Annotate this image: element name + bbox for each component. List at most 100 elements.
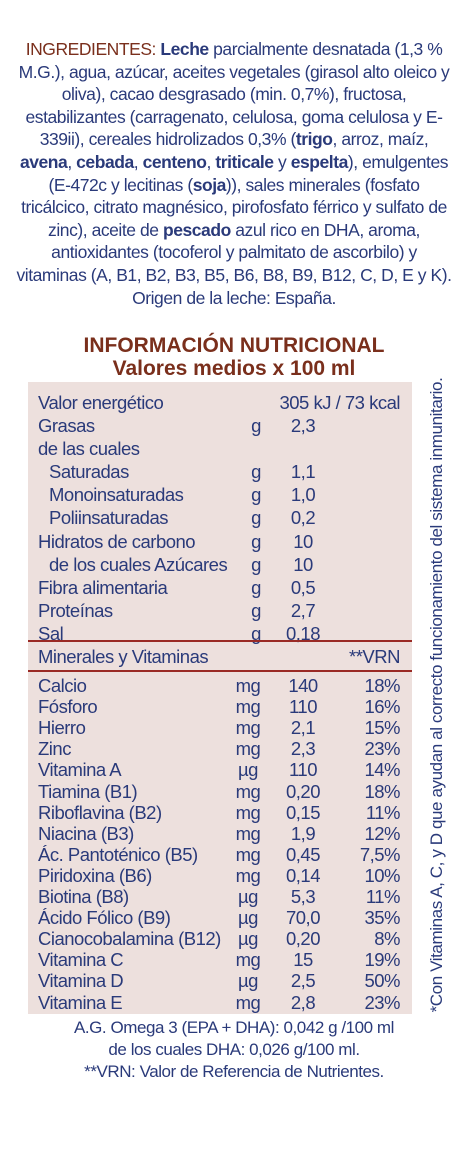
mineral-name: Ácido Fólico (B9): [38, 907, 171, 929]
mineral-vrn: 11%: [365, 801, 401, 823]
nutrient-name: de las cuales: [38, 438, 140, 460]
mineral-vrn: 14%: [364, 759, 400, 781]
mineral-value: 70,0: [285, 907, 321, 929]
mineral-unit: µg: [238, 759, 258, 781]
mineral-unit: mg: [235, 801, 261, 823]
footnotes: A.G. Omega 3 (EPA + DHA): 0,042 g /100 m…: [20, 1017, 448, 1083]
mineral-row: Calcio mg 140 18%: [38, 674, 401, 697]
mineral-row: Niacina (B3) mg 1,9 12%: [38, 822, 401, 845]
minerals-header-row: Minerales y Vitaminas **VRN: [38, 645, 401, 668]
allergen-word: Leche: [160, 39, 209, 59]
nutrient-name: Saturadas: [49, 461, 129, 483]
nutrient-row: Saturadas g 1,1: [38, 460, 400, 483]
mineral-row: Tiamina (B1) mg 0,20 18%: [38, 780, 401, 803]
mineral-vrn: 8%: [374, 928, 400, 950]
mineral-value: 0,20: [285, 928, 321, 950]
ingredients-fragment: ,: [133, 151, 143, 172]
nutrition-title: INFORMACIÓN NUTRICIONAL: [83, 334, 385, 357]
mineral-name: Calcio: [38, 675, 87, 696]
vrn-note: **VRN: Valor de Referencia de Nutrientes…: [84, 1062, 384, 1081]
mineral-vrn: 16%: [364, 696, 400, 718]
separator-line: [28, 640, 412, 642]
mineral-unit: mg: [235, 696, 261, 718]
mineral-value: 2,8: [290, 991, 316, 1013]
ingredients-text: Leche parcialmente desnatada (1,3 % M.G.…: [17, 39, 452, 308]
mineral-name: Biotina (B8): [38, 886, 129, 907]
nutrient-unit: g: [251, 576, 261, 598]
mineral-name: Ác. Pantoténico (B5): [38, 843, 198, 865]
separator-line: [28, 670, 412, 672]
mineral-row: Riboflavina (B2) mg 0,15 11%: [38, 801, 401, 824]
mineral-name: Vitamina D: [38, 970, 124, 992]
nutrient-unit: g: [251, 461, 261, 483]
ingredients-fragment: ,: [206, 151, 216, 172]
nutrient-row: Fibra alimentaria g 0,5: [38, 576, 400, 599]
allergen-word: cebada: [76, 151, 134, 172]
mineral-value: 2,3: [290, 738, 316, 760]
mineral-unit: µg: [238, 886, 258, 907]
mineral-vrn: 10%: [364, 864, 400, 886]
mineral-value: 0,45: [285, 843, 321, 865]
nutrient-value: 2,3: [290, 415, 316, 436]
mineral-unit: µg: [238, 970, 258, 992]
mineral-name: Riboflavina (B2): [38, 801, 162, 823]
nutrient-unit: g: [251, 553, 261, 575]
nutrient-name: Sal: [38, 622, 64, 644]
ingredients-label: INGREDIENTES:: [25, 39, 157, 59]
allergen-word: espelta: [290, 151, 349, 172]
mineral-row: Hierro mg 2,1 15%: [38, 716, 401, 739]
mineral-vrn: 19%: [364, 949, 400, 971]
mineral-unit: µg: [238, 907, 258, 929]
allergen-word: trigo: [295, 129, 333, 150]
mineral-name: Zinc: [38, 738, 71, 760]
mineral-unit: mg: [235, 822, 261, 844]
mineral-value: 15: [293, 949, 313, 971]
energy-label: Valor energético: [38, 392, 164, 413]
mineral-name: Fósforo: [38, 696, 98, 718]
mineral-unit: µg: [238, 928, 258, 950]
mineral-value: 140: [288, 675, 318, 696]
side-note: *Con Vitaminas A, C, y D que ayudan al c…: [425, 370, 449, 1020]
mineral-unit: mg: [235, 675, 261, 696]
nutrient-row: Monoinsaturadas g 1,0: [38, 483, 400, 506]
mineral-vrn: 7,5%: [359, 843, 401, 865]
mineral-row: Vitamina A µg 110 14%: [38, 758, 401, 781]
nutrient-name: Fibra alimentaria: [38, 576, 168, 598]
mineral-vrn: 23%: [364, 738, 400, 760]
mineral-unit: mg: [235, 717, 261, 739]
mineral-vrn: 11%: [365, 886, 401, 907]
nutrient-row: Hidratos de carbono g 10: [38, 530, 400, 553]
mineral-name: Vitamina E: [38, 991, 123, 1013]
ingredients-fragment: parcialmente desnatada (1,3 % M.G.), agu…: [18, 39, 450, 150]
nutrient-value: 0,2: [290, 507, 316, 529]
mineral-name: Cianocobalamina (B12): [38, 928, 221, 950]
mineral-row: Fósforo mg 110 16%: [38, 695, 401, 718]
mineral-vrn: 18%: [364, 675, 400, 696]
ingredients-fragment: azul rico en DHA, aroma, antioxidantes (…: [16, 219, 452, 308]
mineral-name: Niacina (B3): [38, 822, 134, 844]
mineral-unit: mg: [235, 738, 261, 760]
nutrient-unit: g: [251, 622, 261, 644]
mineral-name: Piridoxina (B6): [38, 864, 152, 886]
nutrition-subtitle: Valores medios x 100 ml: [112, 357, 356, 380]
mineral-unit: mg: [235, 991, 261, 1013]
mineral-value: 2,1: [290, 717, 316, 739]
nutrient-name: Grasas: [38, 415, 95, 436]
mineral-row: Vitamina C mg 15 19%: [38, 948, 401, 971]
ingredients-fragment: )), sales minerales (fosfato tricálcico,…: [21, 174, 447, 240]
mineral-value: 110: [289, 759, 318, 781]
omega-note: A.G. Omega 3 (EPA + DHA): 0,042 g /100 m…: [74, 1018, 394, 1037]
allergen-word: pescado: [162, 219, 231, 240]
mineral-row: Ácido Fólico (B9) µg 70,0 35%: [38, 906, 401, 929]
mineral-row: Piridoxina (B6) mg 0,14 10%: [38, 864, 401, 887]
mineral-vrn: 12%: [364, 822, 400, 844]
energy-value: 305 kJ / 73 kcal: [279, 392, 400, 413]
nutrient-row: Sal g 0,18: [38, 622, 400, 645]
nutrient-unit: g: [251, 530, 261, 552]
mineral-value: 0,14: [285, 864, 321, 886]
nutrient-value: 0,5: [290, 576, 316, 598]
mineral-value: 0,15: [285, 801, 321, 823]
ingredients-fragment: ,: [67, 151, 77, 172]
ingredients-fragment: , arroz, maíz,: [332, 129, 429, 150]
nutrient-value: 2,7: [290, 599, 316, 621]
